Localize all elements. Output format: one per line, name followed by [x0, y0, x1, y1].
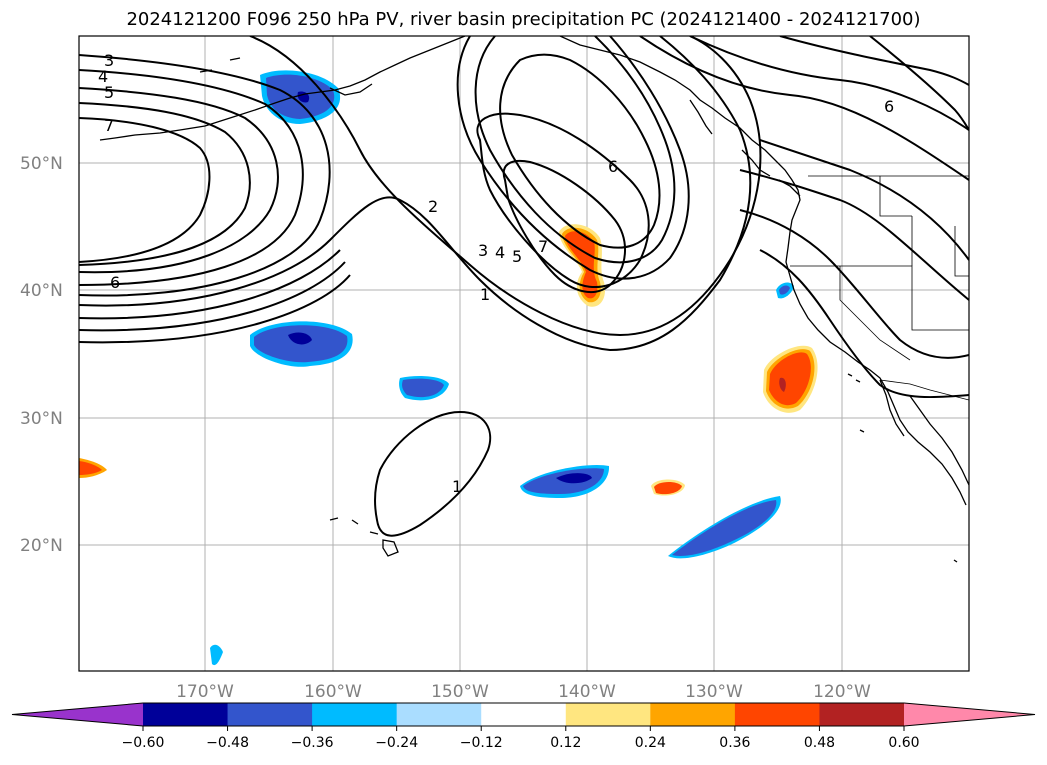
colorbar-segment: [650, 703, 736, 726]
pv-contour-label: 6: [110, 273, 120, 292]
lon-label: 150°W: [431, 682, 489, 702]
colorbar-segment: [819, 703, 905, 726]
pv-contour-3: [79, 54, 331, 297]
pv-contour-label: 6: [608, 157, 618, 176]
pv-contour-label: 6: [884, 97, 894, 116]
pv-contour-label: 3: [104, 51, 114, 70]
colorbar-tick-label: 0.24: [635, 735, 666, 751]
colorbar-segment: [396, 703, 482, 726]
precip-patch-negative: [210, 644, 223, 666]
colorbar-segment: [312, 703, 398, 726]
pv-contour-5: [79, 87, 279, 274]
colorbar-tick-label: 0.60: [888, 735, 919, 751]
lon-label: 130°W: [685, 682, 743, 702]
colorbar-tick-label: 0.36: [719, 735, 750, 751]
gridlines: [79, 36, 969, 671]
pv-contour-label: 1: [480, 285, 490, 304]
colorbar-tick-label: −0.48: [206, 735, 249, 751]
map-title: 2024121200 F096 250 hPa PV, river basin …: [126, 9, 921, 30]
pv-contours: [79, 36, 969, 537]
pv-contour-2: [249, 36, 762, 337]
colorbar-segment: [143, 703, 229, 726]
pv-contour-labels: 3 4 5 7 6 2 3 4 5 7 6 1 6 1: [98, 51, 894, 496]
pv-contour-1: [374, 410, 492, 537]
colorbar-extend-low: [12, 703, 143, 726]
map-frame: [78, 35, 970, 672]
latitude-labels: 50°N 40°N 30°N 20°N: [20, 154, 63, 556]
colorbar-segment: [481, 703, 567, 726]
colorbar-segment: [734, 703, 820, 726]
pv-contour-7: [502, 160, 627, 293]
colorbar-tick-label: −0.60: [122, 735, 165, 751]
pv-contour-label: 5: [104, 83, 114, 102]
pv-contour-label: 1: [452, 477, 462, 496]
colorbar-segment: [565, 703, 651, 726]
pv-contour-label: 2: [428, 197, 438, 216]
lat-label: 30°N: [20, 409, 63, 429]
lon-label: 140°W: [558, 682, 616, 702]
pv-contour-label: 7: [104, 116, 114, 135]
map-area: 3 4 5 7 6 2 3 4 5 7 6 1 6 1: [79, 36, 969, 671]
pv-contour-label: 7: [538, 237, 548, 256]
pv-contour-7: [79, 117, 211, 263]
lat-label: 50°N: [20, 154, 63, 174]
pv-contour-6: [476, 112, 650, 289]
colorbar-tick-label: −0.24: [375, 735, 418, 751]
pv-contour-label: 3: [478, 241, 488, 260]
pv-contour-label: 4: [495, 243, 505, 262]
lat-label: 20°N: [20, 536, 63, 556]
colorbar-tick-label: −0.36: [291, 735, 334, 751]
colorbar: −0.60 −0.48 −0.36 −0.24 −0.12 0.12 0.24 0.36 0.4…: [11, 702, 1036, 751]
lon-label: 120°W: [813, 682, 871, 702]
pv-contour-6: [869, 36, 969, 131]
pv-contour-6: [79, 102, 251, 266]
pv-contour-4: [79, 69, 304, 286]
colorbar-tick-label: 0.48: [804, 735, 835, 751]
lon-label: 170°W: [176, 682, 234, 702]
pv-contour-label: 4: [98, 67, 108, 86]
longitude-labels: 170°W 160°W 150°W 140°W 130°W 120°W: [176, 682, 871, 702]
colorbar-extend-high: [904, 703, 1035, 726]
colorbar-tick-label: 0.12: [550, 735, 581, 751]
colorbar-tick-label: −0.12: [460, 735, 503, 751]
pv-contour-label: 5: [512, 247, 522, 266]
lon-label: 160°W: [304, 682, 362, 702]
colorbar-segment: [227, 703, 313, 726]
lat-label: 40°N: [20, 281, 63, 301]
precip-patches: [79, 70, 818, 666]
